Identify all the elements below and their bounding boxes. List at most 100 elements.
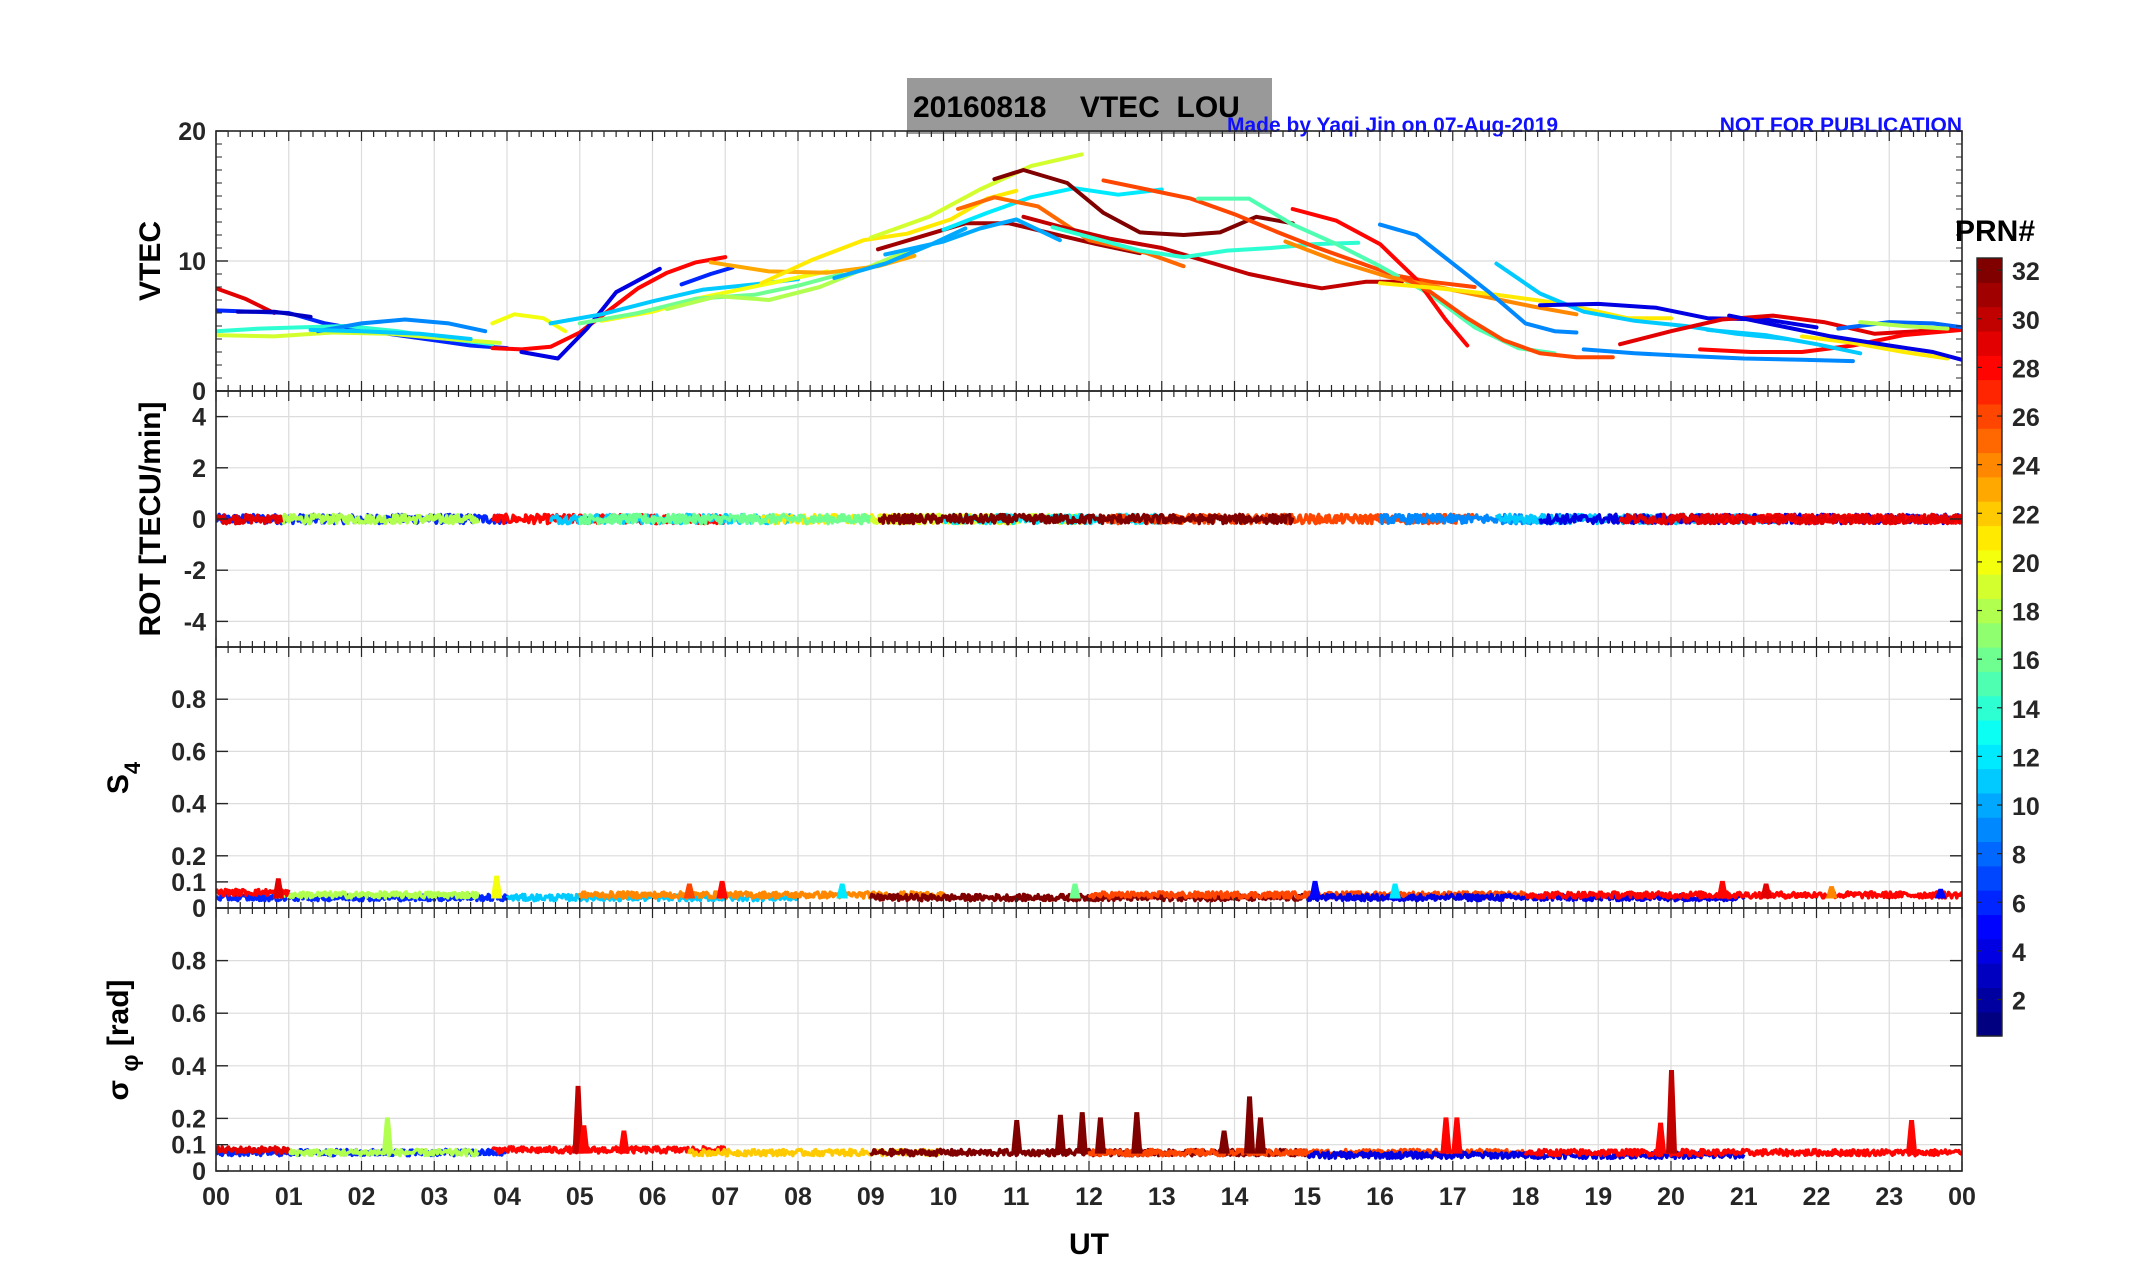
spike-prn-26 <box>683 883 696 899</box>
colorbar-swatch <box>1977 525 2002 551</box>
series-prn-25 <box>956 195 1186 269</box>
x-tick-label: 22 <box>1803 1183 1831 1211</box>
series-prn-28 <box>1698 327 1962 354</box>
x-tick-label: 18 <box>1512 1183 1540 1211</box>
grid-lines <box>216 908 1962 1171</box>
series-prn-32 <box>992 168 1295 237</box>
colorbar-swatch <box>1977 963 2002 988</box>
series-prn-21 <box>1800 334 1950 361</box>
series-prn-16 <box>578 512 873 526</box>
spike-prn-28 <box>1440 1117 1452 1154</box>
colorbar-tick-label: 20 <box>2012 550 2040 578</box>
series-prn-11 <box>1705 327 1863 356</box>
series-prn-19 <box>868 152 1084 240</box>
y-axis-label: ROT [TECU/min] <box>134 402 167 637</box>
x-tick-label: 21 <box>1730 1183 1758 1211</box>
colorbar-swatch <box>1977 817 2002 843</box>
series-prn-26 <box>1101 178 1477 289</box>
x-tick-label: 12 <box>1075 1183 1103 1211</box>
spike-prn-30 <box>1665 1070 1678 1154</box>
panel-vtec: 0 10 20 VTEC <box>134 118 1963 406</box>
series-prn-11 <box>308 327 473 341</box>
series-prn-18 <box>1858 320 1950 331</box>
series-prn-29 <box>1618 512 1962 526</box>
y-tick-label: 4 <box>192 404 206 432</box>
series-prn-18 <box>272 890 480 900</box>
x-tick-label: 10 <box>930 1183 958 1211</box>
colorbar-tick-label: 28 <box>2012 355 2040 383</box>
axis-ticks <box>215 130 1963 392</box>
x-tick-label: 19 <box>1584 1183 1612 1211</box>
series-prn-28 <box>1523 1147 1962 1158</box>
x-axis-label: UT <box>1069 1228 1109 1261</box>
series-prn-9 <box>315 317 488 334</box>
spike-prn-32 <box>1254 1117 1267 1154</box>
series-prn-10 <box>883 217 1062 257</box>
spike-prn-32 <box>1243 1096 1256 1154</box>
series-prn-28 <box>1290 207 1470 348</box>
colorbar-tick-label: 2 <box>2012 988 2026 1016</box>
colorbar-swatch <box>1977 1011 2002 1037</box>
series-prn-6 <box>679 265 735 287</box>
series-prn-3 <box>235 309 313 319</box>
x-tick-label: 03 <box>420 1183 448 1211</box>
colorbar-tick-label: 16 <box>2012 647 2040 675</box>
x-tick-label: 20 <box>1657 1183 1685 1211</box>
x-tick-label: 07 <box>711 1183 739 1211</box>
series-prn-4 <box>1538 301 1819 330</box>
colorbar-swatch <box>1977 379 2002 405</box>
y-tick-label: 0.4 <box>171 1053 206 1081</box>
colorbar-swatch <box>1977 330 2002 356</box>
data-layer <box>216 512 1962 526</box>
series-prn-9 <box>1581 347 1855 364</box>
x-tick-label: 17 <box>1439 1183 1467 1211</box>
y-tick-label: 0.8 <box>171 686 206 714</box>
y-tick-label: 0.6 <box>171 1000 206 1028</box>
y-axis-label: VTEC <box>134 221 167 301</box>
y-axis-label: σ φ [rad] <box>102 979 144 1100</box>
panel-s4: 00.10.20.40.60.8S4 <box>102 646 1963 923</box>
series-prn-29 <box>216 512 284 526</box>
colorbar-tick-label: 10 <box>2012 793 2040 821</box>
colorbar-swatch <box>1977 719 2002 745</box>
y-tick-label: 0.4 <box>171 791 206 819</box>
y-tick-label: 0 <box>192 378 206 406</box>
colorbar-tick-label: 24 <box>2012 453 2040 481</box>
x-tick-label: 16 <box>1366 1183 1394 1211</box>
spike-prn-29 <box>1760 883 1772 899</box>
colorbar-tick-label: 14 <box>2012 696 2040 724</box>
colorbar-tick-label: 12 <box>2012 744 2040 772</box>
spike-prn-18 <box>381 1117 394 1154</box>
spike-prn-12 <box>836 883 848 899</box>
data-layer <box>216 152 1962 364</box>
colorbar-swatch <box>1977 476 2002 502</box>
series-prn-9 <box>1378 222 1579 335</box>
y-tick-label: 0 <box>192 1158 206 1186</box>
x-tick-label: 15 <box>1293 1183 1321 1211</box>
colorbar-swatch <box>1977 768 2002 794</box>
y-tick-label: -2 <box>184 557 206 585</box>
colorbar-frame <box>1976 257 2003 1037</box>
colorbar-swatch <box>1977 671 2002 697</box>
x-tick-label: 14 <box>1221 1183 1249 1211</box>
spike-prn-20 <box>490 875 503 899</box>
series-prn-12 <box>941 186 1164 232</box>
series-prn-28 <box>1524 890 1962 900</box>
colorbar-tick-label: 32 <box>2012 258 2040 286</box>
figure-title: 20160818 VTEC LOU <box>913 91 1240 124</box>
spike-prn-32 <box>1218 1130 1230 1154</box>
colorbar-swatch <box>1977 914 2002 940</box>
colorbar-swatch <box>1977 282 2002 308</box>
colorbar-tick-label: 8 <box>2012 842 2026 870</box>
colorbar-tick-label: 18 <box>2012 599 2040 627</box>
x-tick-label: 09 <box>857 1183 885 1211</box>
title-box <box>907 78 1272 134</box>
spike-prn-28 <box>1654 1122 1667 1154</box>
colorbar-tick-label: 26 <box>2012 404 2040 432</box>
x-tick-label: 23 <box>1875 1183 1903 1211</box>
series-prn-18 <box>272 512 480 526</box>
series-prn-8 <box>1836 320 1962 331</box>
y-tick-label: -4 <box>184 608 206 636</box>
